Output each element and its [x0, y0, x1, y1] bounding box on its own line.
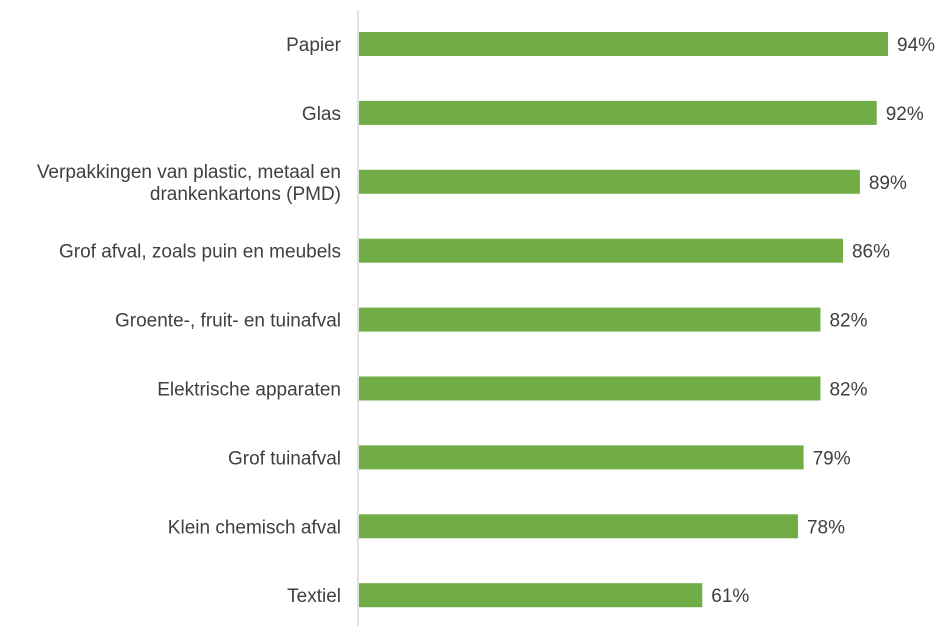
category-label-line: Grof tuinafval	[228, 448, 341, 469]
bar	[359, 376, 821, 401]
data-label: 94%	[897, 35, 935, 56]
category-label: Textiel	[287, 586, 341, 607]
category-label-line: Papier	[286, 35, 342, 56]
bar	[359, 514, 798, 539]
category-label: Verpakkingen van plastic, metaal en drank…	[37, 162, 341, 205]
data-label: 89%	[869, 173, 907, 194]
bar	[359, 32, 888, 56]
category-label: Papier	[286, 35, 342, 56]
category-label: Grof afval, zoals puin en meubels	[59, 242, 341, 263]
bar	[359, 445, 804, 470]
data-label: 86%	[852, 242, 890, 263]
data-label: 61%	[711, 586, 749, 607]
category-labels-group: Papier Glas Verpakkingen van plastic, meta…	[37, 35, 342, 607]
category-label-line: drankenkartons (PMD)	[150, 184, 341, 205]
category-label-line: Verpakkingen van plastic, metaal en	[37, 162, 341, 183]
category-label-line: Grof afval, zoals puin en meubels	[59, 242, 341, 263]
data-label: 92%	[886, 104, 924, 125]
category-label-line: Elektrische apparaten	[157, 380, 341, 401]
bar	[359, 238, 843, 263]
data-label: 79%	[813, 448, 851, 469]
category-label-line: Textiel	[287, 586, 341, 607]
category-label: Elektrische apparaten	[157, 380, 341, 401]
category-label-line: Groente-, fruit- en tuinafval	[115, 311, 341, 332]
bar	[359, 169, 860, 194]
category-label: Grof tuinafval	[228, 448, 341, 469]
bars-group	[359, 32, 888, 608]
bar	[359, 100, 877, 125]
category-label-line: Klein chemisch afval	[168, 517, 341, 538]
data-label: 78%	[807, 517, 845, 538]
bar	[359, 583, 703, 608]
data-label: 82%	[829, 311, 867, 332]
category-label-line: Glas	[302, 104, 341, 125]
value-labels-group: 94% 92% 89% 86% 82% 82% 79% 78% 61%	[711, 35, 935, 607]
data-label: 82%	[829, 380, 867, 401]
category-label: Groente-, fruit- en tuinafval	[115, 311, 341, 332]
category-label: Klein chemisch afval	[168, 517, 341, 538]
category-label: Glas	[302, 104, 341, 125]
bar	[359, 307, 821, 332]
